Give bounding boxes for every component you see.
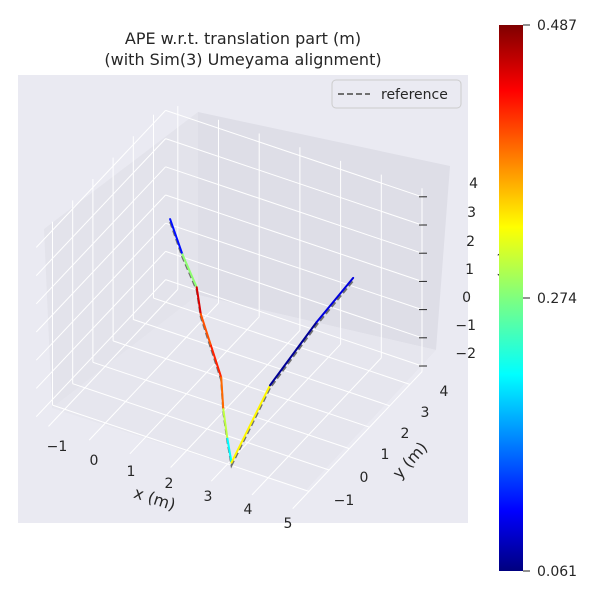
- chart-subtitle: (with Sim(3) Umeyama alignment): [104, 50, 381, 69]
- colorbar-tick-label-max: 0.487: [537, 18, 577, 34]
- estimated-trajectory-segment: [181, 253, 198, 289]
- y-tick-label: 4: [440, 384, 449, 400]
- grid-line: [112, 340, 370, 428]
- estimated-trajectory-segment: [269, 321, 318, 387]
- grid-line: [165, 222, 423, 311]
- x-tick-label: −1: [47, 439, 68, 455]
- grid-line: [165, 250, 423, 339]
- x-tick-label: 0: [90, 453, 99, 469]
- grid-line: [35, 222, 166, 361]
- pane-floor: [52, 295, 436, 490]
- estimated-trajectory-segment: [169, 218, 184, 256]
- z-tick-label: 1: [465, 262, 474, 278]
- estimated-trajectory-segment: [230, 384, 271, 464]
- grid-line: [35, 166, 166, 305]
- grid-line: [35, 279, 166, 417]
- grid-line: [153, 297, 411, 385]
- grid-lines: [35, 106, 427, 509]
- x-tick-label: 2: [165, 476, 174, 492]
- grid-line: [292, 371, 423, 509]
- estimated-trajectory-segment: [220, 376, 225, 411]
- estimated-trajectory-segment: [222, 408, 229, 440]
- colorbar-tick-label-min: 0.061: [537, 564, 577, 580]
- grid-line: [35, 138, 166, 276]
- y-tick-label: 0: [360, 470, 369, 486]
- grid-line: [35, 110, 166, 248]
- colorbar-tick-label-mid: 0.274: [537, 291, 577, 307]
- x-tick-labels: −1 0 1 2 3 4 5: [47, 439, 293, 532]
- x-tick-label: 4: [244, 502, 253, 518]
- z-tick-label: 0: [462, 290, 471, 306]
- estimated-trajectory-segment: [226, 437, 233, 464]
- grid-line: [165, 279, 423, 367]
- y-tick-label: 1: [381, 447, 390, 463]
- pane-back: [198, 112, 450, 350]
- z-tick-label: 3: [467, 205, 476, 221]
- x-tick-label: 5: [284, 516, 293, 532]
- z-tick-label: 4: [469, 176, 478, 192]
- legend-box: [331, 79, 462, 109]
- legend-entry-reference: reference: [381, 87, 448, 103]
- colorbar-gradient: [499, 25, 523, 571]
- grid-line: [165, 109, 423, 198]
- grid-line: [52, 404, 310, 492]
- grid-line: [35, 251, 166, 389]
- pane-left: [44, 112, 198, 408]
- estimated-trajectory-segment: [195, 286, 202, 316]
- z-tick-label: −2: [455, 346, 476, 362]
- estimated-trajectory-segment: [315, 276, 355, 323]
- x-tick-label: 3: [204, 489, 213, 505]
- trajectory-lines: [169, 218, 355, 469]
- grid-line: [170, 330, 301, 468]
- estimated-trajectory-segment: [199, 313, 212, 347]
- legend: reference: [331, 79, 462, 109]
- z-tick-labels: −2 −1 0 1 2 3 4: [455, 176, 478, 362]
- y-tick-label: 3: [421, 405, 430, 421]
- grid-line: [88, 302, 219, 441]
- z-tick-label: −1: [455, 318, 476, 334]
- y-tick-label: 2: [401, 426, 410, 442]
- x-tick-label: 1: [127, 464, 136, 480]
- chart-title: APE w.r.t. translation part (m): [125, 29, 361, 48]
- grid-line: [92, 361, 350, 450]
- colorbar: 0.487 0.274 0.061: [499, 18, 577, 580]
- grid-line: [165, 194, 423, 282]
- y-tick-label: −1: [334, 493, 355, 509]
- estimated-trajectory-segment: [210, 344, 223, 379]
- z-tick-label: 2: [466, 234, 475, 250]
- grid-line: [129, 316, 260, 455]
- grid-line: [251, 357, 382, 496]
- grid-line: [35, 194, 166, 333]
- grid-line: [165, 166, 423, 254]
- y-tick-labels: −1 0 1 2 3 4: [334, 384, 449, 509]
- grid-line: [165, 138, 423, 226]
- grid-line: [72, 383, 330, 471]
- grid-line: [48, 289, 179, 427]
- grid-line: [133, 319, 390, 407]
